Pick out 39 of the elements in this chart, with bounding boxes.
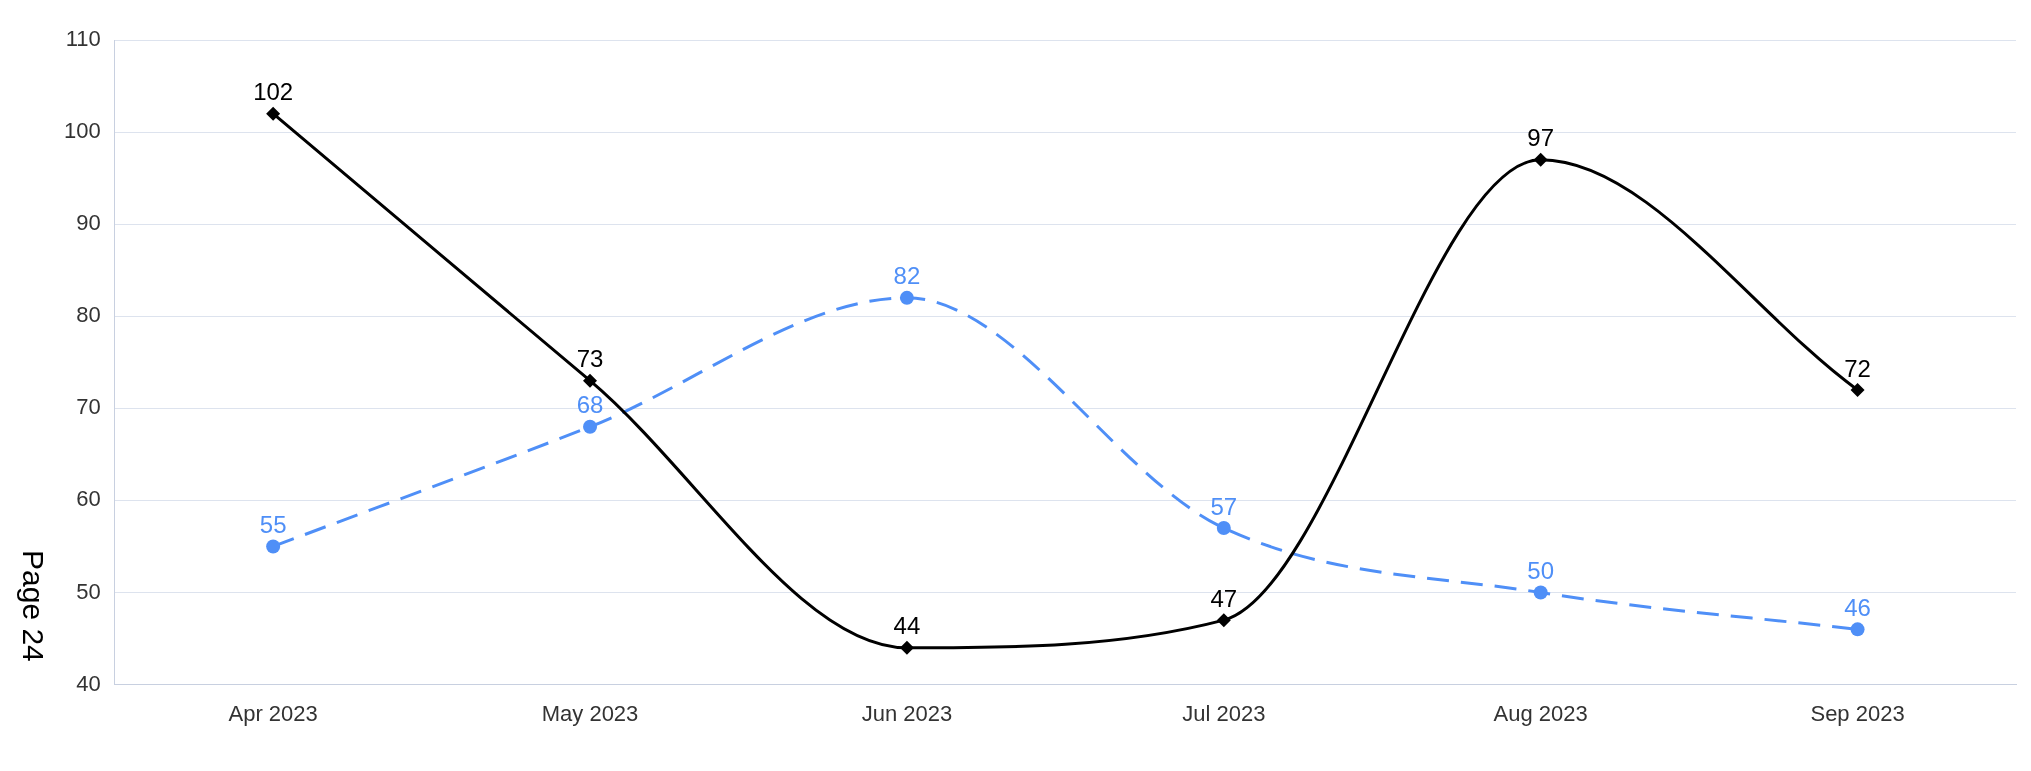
point [1533,152,1548,167]
y-tick-label: 80 [76,302,101,328]
point [1216,613,1231,628]
x-tick-label: Sep 2023 [1810,700,1905,726]
y-tick-label: 50 [76,578,101,604]
x-tick-label: Jul 2023 [1182,700,1266,726]
y-tick-label: 110 [65,26,101,52]
point [1533,585,1548,600]
point [1216,521,1231,536]
data-label: 55 [259,511,287,539]
point [583,373,598,388]
x-tick-label: Jun 2023 [861,700,953,726]
point [1850,382,1865,397]
x-tick-label: May 2023 [541,700,639,726]
point [266,539,281,554]
data-label: 73 [576,345,604,373]
point [583,419,598,434]
y-tick-label: 100 [63,118,101,144]
x-tick-label: Apr 2023 [228,700,318,726]
data-label: 46 [1844,593,1871,621]
data-label: 72 [1844,354,1871,382]
data-label: 44 [893,612,921,640]
data-label: 82 [893,262,921,290]
data-label: 97 [1527,124,1555,152]
data-label: 50 [1527,557,1555,585]
y-tick-label: 60 [76,486,101,512]
text: Page 24 [16,550,50,662]
data-label: 102 [253,78,294,106]
y-tick-label: 90 [76,210,101,236]
point [1850,622,1865,637]
y-tick-label: 40 [76,670,101,696]
x-tick-label: Aug 2023 [1493,700,1588,726]
point [266,106,281,121]
data-label: 68 [576,391,604,419]
y-tick-label: 70 [76,394,101,420]
point [899,640,914,655]
data-label: 57 [1210,492,1238,520]
point [899,290,914,305]
data-label: 47 [1210,584,1238,612]
